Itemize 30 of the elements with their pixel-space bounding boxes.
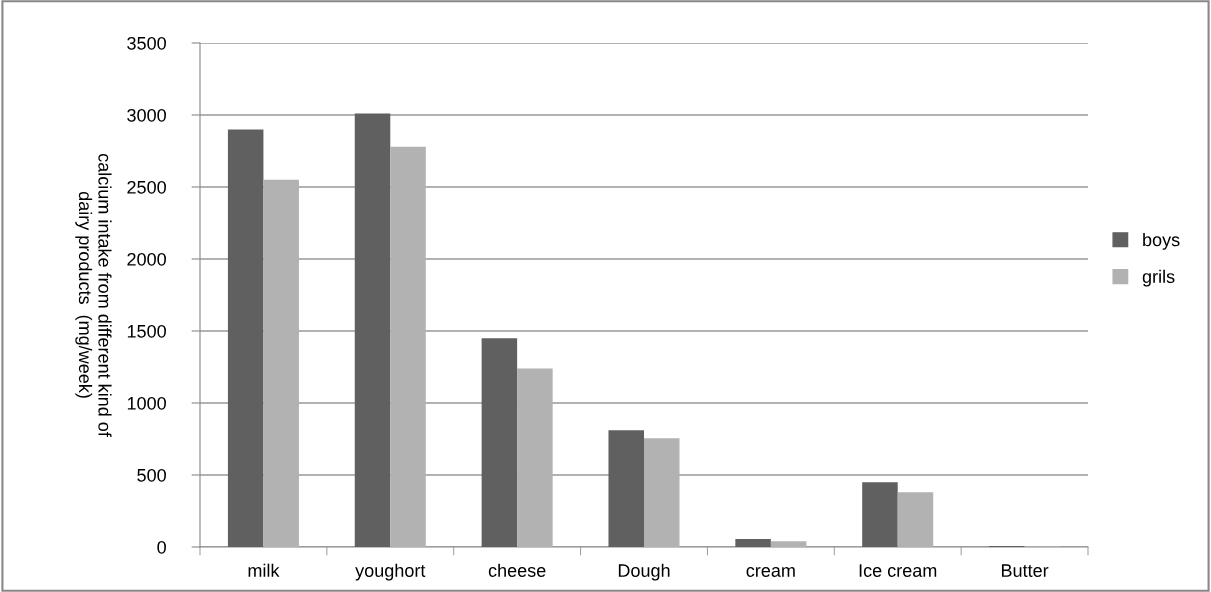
y-tick-label: 3000 [127, 108, 166, 122]
y-tick-label: 3500 [127, 36, 166, 50]
x-tick-label: Butter [1001, 564, 1049, 577]
bar [481, 338, 518, 547]
y-tick-label: 1000 [127, 396, 166, 410]
y-tick-label: 0 [157, 540, 166, 554]
x-tick-label: cheese [488, 563, 546, 577]
y-axis-title: calcium intake from different kind of dairy products (mg/week) [75, 153, 112, 437]
bar [263, 179, 299, 547]
x-tick-label: Ice cream [859, 564, 937, 577]
x-tick-label: cream [746, 567, 795, 577]
bar [608, 430, 644, 547]
bar [227, 129, 264, 547]
bar [862, 482, 898, 547]
y-tick-label: 2000 [127, 252, 166, 266]
bar [390, 146, 426, 547]
bar [897, 492, 934, 547]
y-tick-label: 500 [137, 468, 166, 482]
legend-label: boys [1143, 232, 1180, 250]
x-tick-label: milk [248, 563, 280, 577]
bar [354, 113, 391, 547]
y-tick-label: 2500 [127, 180, 166, 194]
legend-label: grils [1142, 269, 1175, 287]
bar [735, 539, 771, 547]
x-tick-label: Dough [618, 563, 670, 581]
bar [517, 368, 553, 547]
bar [644, 438, 680, 547]
x-tick-label: youghort [355, 563, 426, 581]
y-tick-label: 1500 [127, 324, 166, 338]
bar [770, 541, 807, 547]
